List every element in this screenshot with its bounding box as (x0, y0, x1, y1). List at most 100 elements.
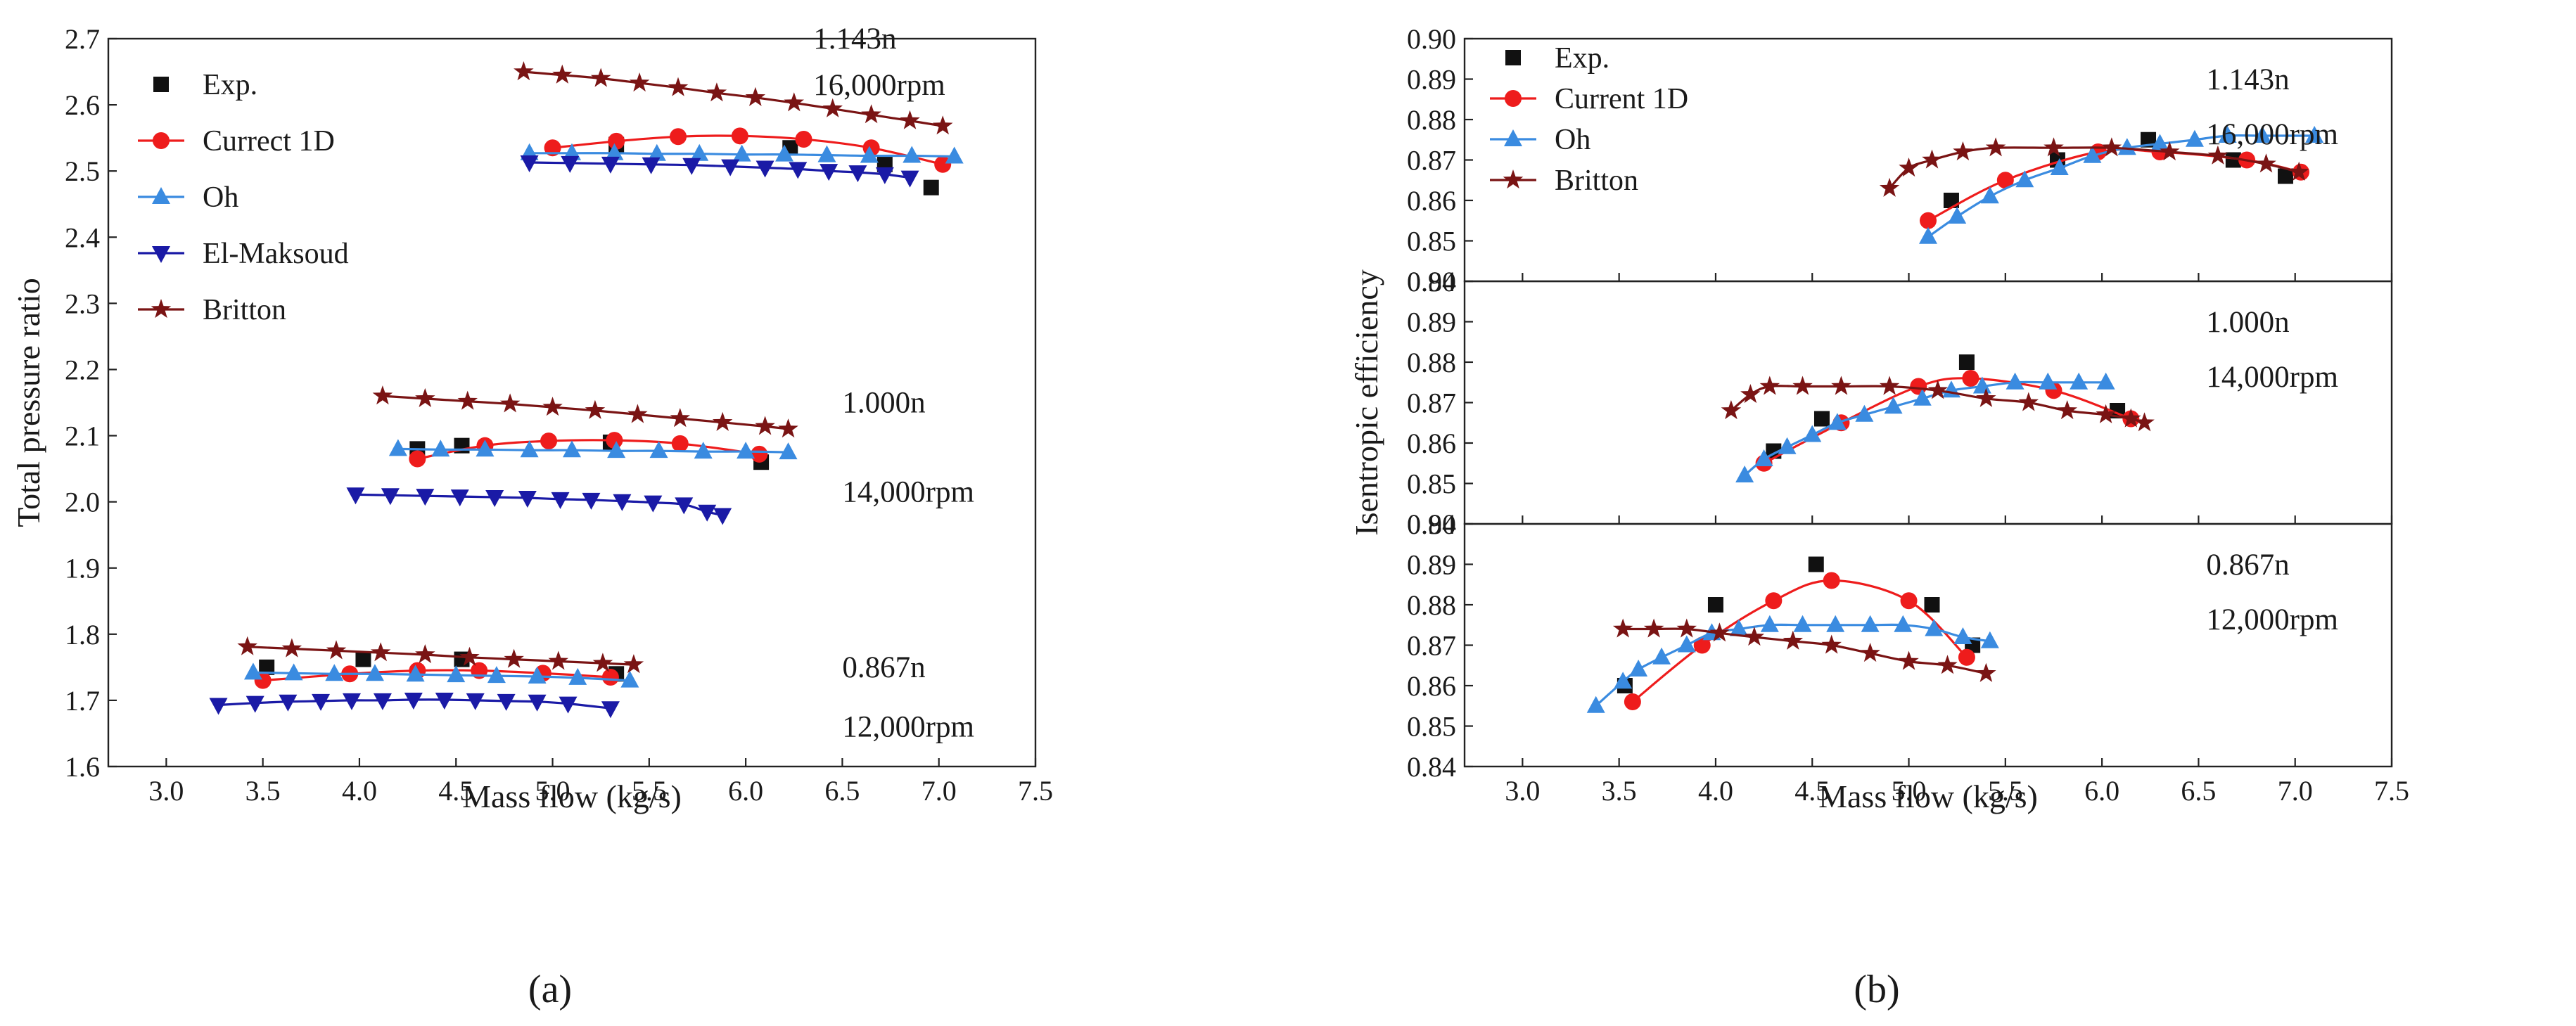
a-legend-marker-currect-1d (153, 132, 170, 149)
b3-point-oh (1793, 615, 1812, 632)
a-point-britton (499, 393, 521, 413)
b3-point-exp (1808, 556, 1824, 572)
b2-point-exp (1958, 354, 1975, 370)
a-point-el-maksoud (789, 162, 808, 179)
a-point-oh (243, 662, 262, 680)
a-point-el-maksoud (381, 488, 400, 506)
b3-ytick-label: 0.84 (1407, 751, 1456, 783)
b3-xtick-label: 4.0 (1698, 775, 1733, 807)
a-point-oh (903, 146, 922, 163)
b-y-axis-label: Isentropic efficiency (1348, 269, 1384, 535)
b-legend-label-exp: Exp. (1555, 42, 1609, 75)
b3-xtick-label: 7.0 (2278, 775, 2313, 807)
b3-ytick-label: 0.85 (1407, 711, 1456, 743)
a-point-el-maksoud (682, 158, 701, 175)
a-point-el-maksoud (644, 495, 663, 513)
a-point-el-maksoud (373, 693, 392, 710)
a-point-el-maksoud (601, 156, 620, 174)
a-line-britton (247, 646, 634, 666)
b1-point-exp (2225, 152, 2241, 168)
b3-point-oh (1953, 627, 1972, 644)
b3-series-current-1d (1624, 572, 1975, 710)
b2-series-britton (1721, 376, 2155, 432)
b2-point-britton (1976, 387, 1996, 407)
b3-point-britton (1676, 618, 1697, 638)
a-ytick-label: 2.4 (65, 222, 100, 253)
a-point-oh (476, 440, 495, 457)
a-point-oh (365, 664, 384, 681)
b1-ytick-label: 0.90 (1407, 23, 1456, 55)
b2-point-oh (1754, 449, 1773, 466)
a-point-currect-1d (731, 127, 748, 145)
a-point-el-maksoud (755, 160, 774, 178)
b3-point-britton (1643, 618, 1664, 638)
b3-point-exp (1707, 597, 1723, 613)
a-legend-marker-exp (153, 77, 169, 92)
b1-ytick-label: 0.89 (1407, 64, 1456, 96)
a-y-axis-label: Total pressure ratio (11, 278, 46, 527)
a-point-oh (649, 441, 668, 459)
a-point-britton (706, 82, 727, 102)
a-point-britton (623, 654, 644, 674)
a-point-britton (712, 411, 733, 431)
a-point-el-maksoud (312, 693, 331, 711)
b2-point-britton (1879, 376, 1900, 395)
a-point-oh (568, 667, 587, 685)
b1-point-oh (2083, 146, 2102, 163)
a-point-currect-1d (409, 450, 426, 468)
b3-point-current-1d (1765, 592, 1783, 610)
b2-point-exp (1813, 411, 1830, 427)
b2-point-britton (1792, 376, 1813, 395)
b1-point-oh (2253, 126, 2272, 143)
a-point-el-maksoud (698, 504, 717, 522)
a-series-oh (243, 143, 964, 688)
a-point-currect-1d (601, 668, 619, 686)
b3-point-oh (1677, 635, 1696, 653)
b1-ytick-label: 0.84 (1407, 266, 1456, 297)
a-legend-label-exp: Exp. (203, 69, 257, 101)
a-annotation: 0.867n (842, 651, 925, 684)
b-legend-marker-oh (1504, 129, 1522, 146)
a-point-oh (945, 146, 964, 164)
b1-point-oh (1919, 226, 1937, 244)
a-legend-label-britton: Britton (203, 294, 286, 326)
b-legend-label-oh: Oh (1555, 124, 1590, 156)
b2-point-britton (2134, 412, 2155, 432)
a-point-currect-1d (671, 435, 689, 452)
b3-xtick-label: 3.0 (1505, 775, 1540, 807)
b3-point-britton (1612, 618, 1633, 638)
b-legend-label-current-1d: Current 1D (1555, 83, 1688, 115)
b1-point-oh (2050, 158, 2069, 175)
a-point-britton (370, 642, 391, 662)
a-xtick-label: 5.0 (535, 775, 570, 807)
a-annotation: 1.143n (813, 23, 896, 56)
b2-rpm-label: 14,000rpm (2206, 361, 2338, 394)
a-point-oh (817, 145, 836, 162)
a-point-britton (668, 77, 689, 96)
a-point-el-maksoud (582, 492, 601, 510)
a-point-el-maksoud (848, 165, 867, 183)
b1-rpm-label: 16,000rpm (2206, 118, 2338, 151)
b3-xtick-label: 7.5 (2374, 775, 2409, 807)
b2-point-britton (2057, 400, 2077, 420)
a-legend: Exp. Currect 1D Oh El-Maksoud Britton (138, 69, 349, 326)
a-xtick-label: 4.5 (438, 775, 473, 807)
a-point-currect-1d (608, 132, 625, 150)
a-point-el-maksoud (520, 155, 539, 172)
a-point-britton (504, 648, 524, 668)
a-point-britton (778, 418, 798, 438)
a-point-britton (670, 408, 690, 428)
b3-point-current-1d (1823, 572, 1840, 589)
a-ytick-label: 2.3 (65, 288, 100, 319)
a-ytick-label: 1.9 (65, 553, 100, 584)
a-point-oh (779, 442, 798, 460)
a-annotation: 12,000rpm (842, 711, 974, 744)
a-ytick-label: 2.2 (65, 354, 100, 385)
a-point-el-maksoud (675, 497, 694, 515)
a-point-britton (755, 416, 775, 435)
b-panel-3: 0.84 0.85 0.86 0.87 0.88 0.89 0.90 3.0 3.5 4.0 4.5… (1407, 508, 2409, 807)
b3-point-oh (1586, 695, 1605, 713)
b2-point-britton (2121, 408, 2141, 428)
a-point-oh (487, 666, 506, 684)
a-point-oh (860, 146, 879, 163)
